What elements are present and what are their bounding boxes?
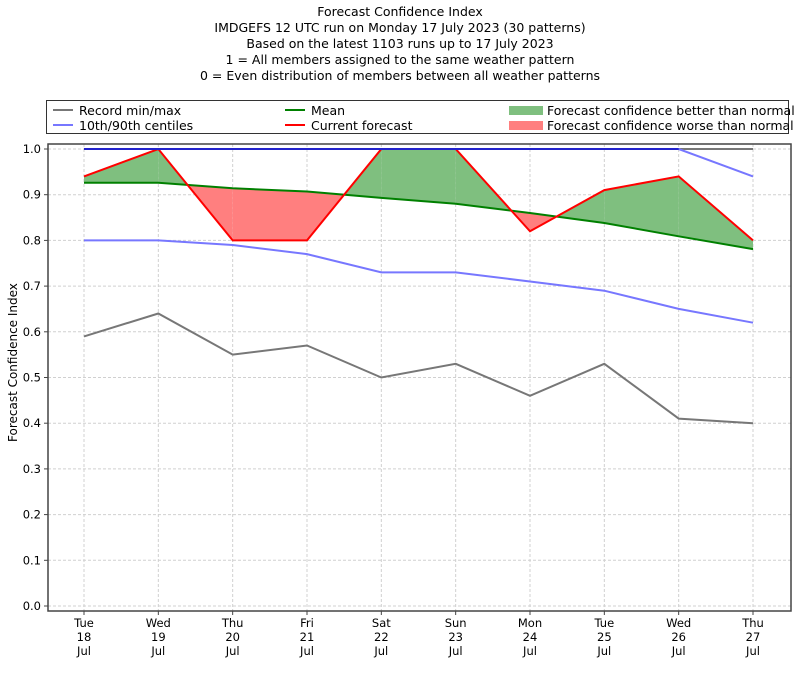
x-tick-label-day: Sat	[372, 616, 391, 630]
x-tick-label-month: Jul	[373, 644, 388, 658]
x-tick-label-month: Jul	[671, 644, 686, 658]
x-tick-label-month: Jul	[522, 644, 537, 658]
legend-label-centiles: 10th/90th centiles	[79, 117, 194, 133]
line-record-min	[83, 312, 754, 425]
y-tick-label: 1.0	[23, 142, 41, 156]
x-tick-label-month: Jul	[299, 644, 314, 658]
x-tick-label-day: Wed	[146, 616, 171, 630]
legend-item-mean: Mean	[285, 102, 345, 118]
x-tick-label-date: 20	[225, 630, 240, 644]
y-tick-label: 0.9	[23, 188, 41, 202]
x-tick-label-date: 25	[597, 630, 612, 644]
y-tick-label: 0.1	[23, 553, 41, 567]
y-tick-label: 0.4	[23, 416, 41, 430]
legend: Record min/max 10th/90th centiles Mean C…	[46, 100, 795, 134]
y-tick-label: 0.7	[23, 279, 41, 293]
x-tick-label-date: 22	[374, 630, 389, 644]
y-tick-label: 0.2	[23, 508, 41, 522]
x-tick-label-day: Mon	[518, 616, 542, 630]
legend-swatch-better	[509, 105, 543, 115]
legend-label-worse: Forecast confidence worse than normal	[547, 117, 794, 133]
legend-label-record: Record min/max	[79, 102, 182, 118]
x-tick-label-day: Tue	[594, 616, 615, 630]
y-ticks: 0.0 0.1 0.2 0.3 0.4 0.5 0.6 0.7 0.8 0.9 1.0	[23, 142, 48, 613]
x-tick-label-date: 18	[77, 630, 92, 644]
x-tick-label-date: 21	[300, 630, 315, 644]
legend-label-better: Forecast confidence better than normal	[547, 102, 795, 118]
legend-swatch-current	[285, 124, 305, 126]
fill-worse	[232, 188, 307, 241]
x-tick-label-day: Sun	[445, 616, 467, 630]
x-tick-label-month: Jul	[150, 644, 165, 658]
x-tick-label-date: 26	[671, 630, 686, 644]
fill-better	[556, 190, 605, 223]
legend-item-better: Forecast confidence better than normal	[509, 102, 795, 118]
legend-swatch-centiles	[53, 124, 73, 126]
fill-better	[381, 149, 456, 204]
chart-title-block: Forecast Confidence Index IMDGEFS 12 UTC…	[0, 4, 800, 84]
line-centile-10	[84, 239, 754, 324]
legend-swatch-record	[53, 109, 73, 111]
x-tick-label-month: Jul	[76, 644, 91, 658]
legend-item-record: Record min/max	[53, 102, 181, 118]
y-tick-label: 0.6	[23, 325, 41, 339]
x-tick-label-month: Jul	[745, 644, 760, 658]
legend-item-current: Current forecast	[285, 117, 412, 133]
x-tick-label-day: Wed	[666, 616, 691, 630]
legend-item-centiles: 10th/90th centiles	[53, 117, 193, 133]
x-tick-label-month: Jul	[596, 644, 611, 658]
fill-better	[678, 176, 753, 250]
fill-better	[604, 176, 679, 237]
legend-label-current: Current forecast	[311, 117, 413, 133]
series-lines	[83, 147, 754, 425]
legend-swatch-worse	[509, 120, 543, 130]
x-tick-label-date: 23	[448, 630, 463, 644]
y-tick-label: 0.0	[23, 599, 41, 613]
legend-swatch-mean	[285, 109, 305, 111]
x-tick-label-day: Tue	[73, 616, 94, 630]
fill-better	[84, 149, 159, 183]
x-tick-label-day: Thu	[741, 616, 764, 630]
x-tick-label-day: Fri	[300, 616, 314, 630]
x-tick-label-month: Jul	[448, 644, 463, 658]
x-tick-label-date: 24	[523, 630, 538, 644]
legend-item-worse: Forecast confidence worse than normal	[509, 117, 794, 133]
y-tick-label: 0.3	[23, 462, 41, 476]
x-tick-label-day: Thu	[221, 616, 244, 630]
y-tick-label: 0.5	[23, 371, 41, 385]
legend-label-mean: Mean	[311, 102, 346, 118]
x-ticks: Tue18JulWed19JulThu20JulFri21JulSat22Jul…	[73, 611, 764, 658]
x-tick-label-date: 19	[151, 630, 166, 644]
x-tick-label-date: 27	[746, 630, 761, 644]
chart-subtitle-4: 0 = Even distribution of members between…	[199, 68, 601, 83]
chart-subtitle-1: IMDGEFS 12 UTC run on Monday 17 July 202…	[214, 20, 586, 35]
x-tick-label-month: Jul	[225, 644, 240, 658]
chart-subtitle-2: Based on the latest 1103 runs up to 17 J…	[246, 36, 554, 51]
y-tick-label: 0.8	[23, 233, 41, 247]
fill-areas	[84, 149, 753, 250]
line-mean	[84, 181, 754, 251]
chart-title: Forecast Confidence Index	[317, 4, 483, 19]
chart-subtitle-3: 1 = All members assigned to the same wea…	[225, 52, 575, 67]
